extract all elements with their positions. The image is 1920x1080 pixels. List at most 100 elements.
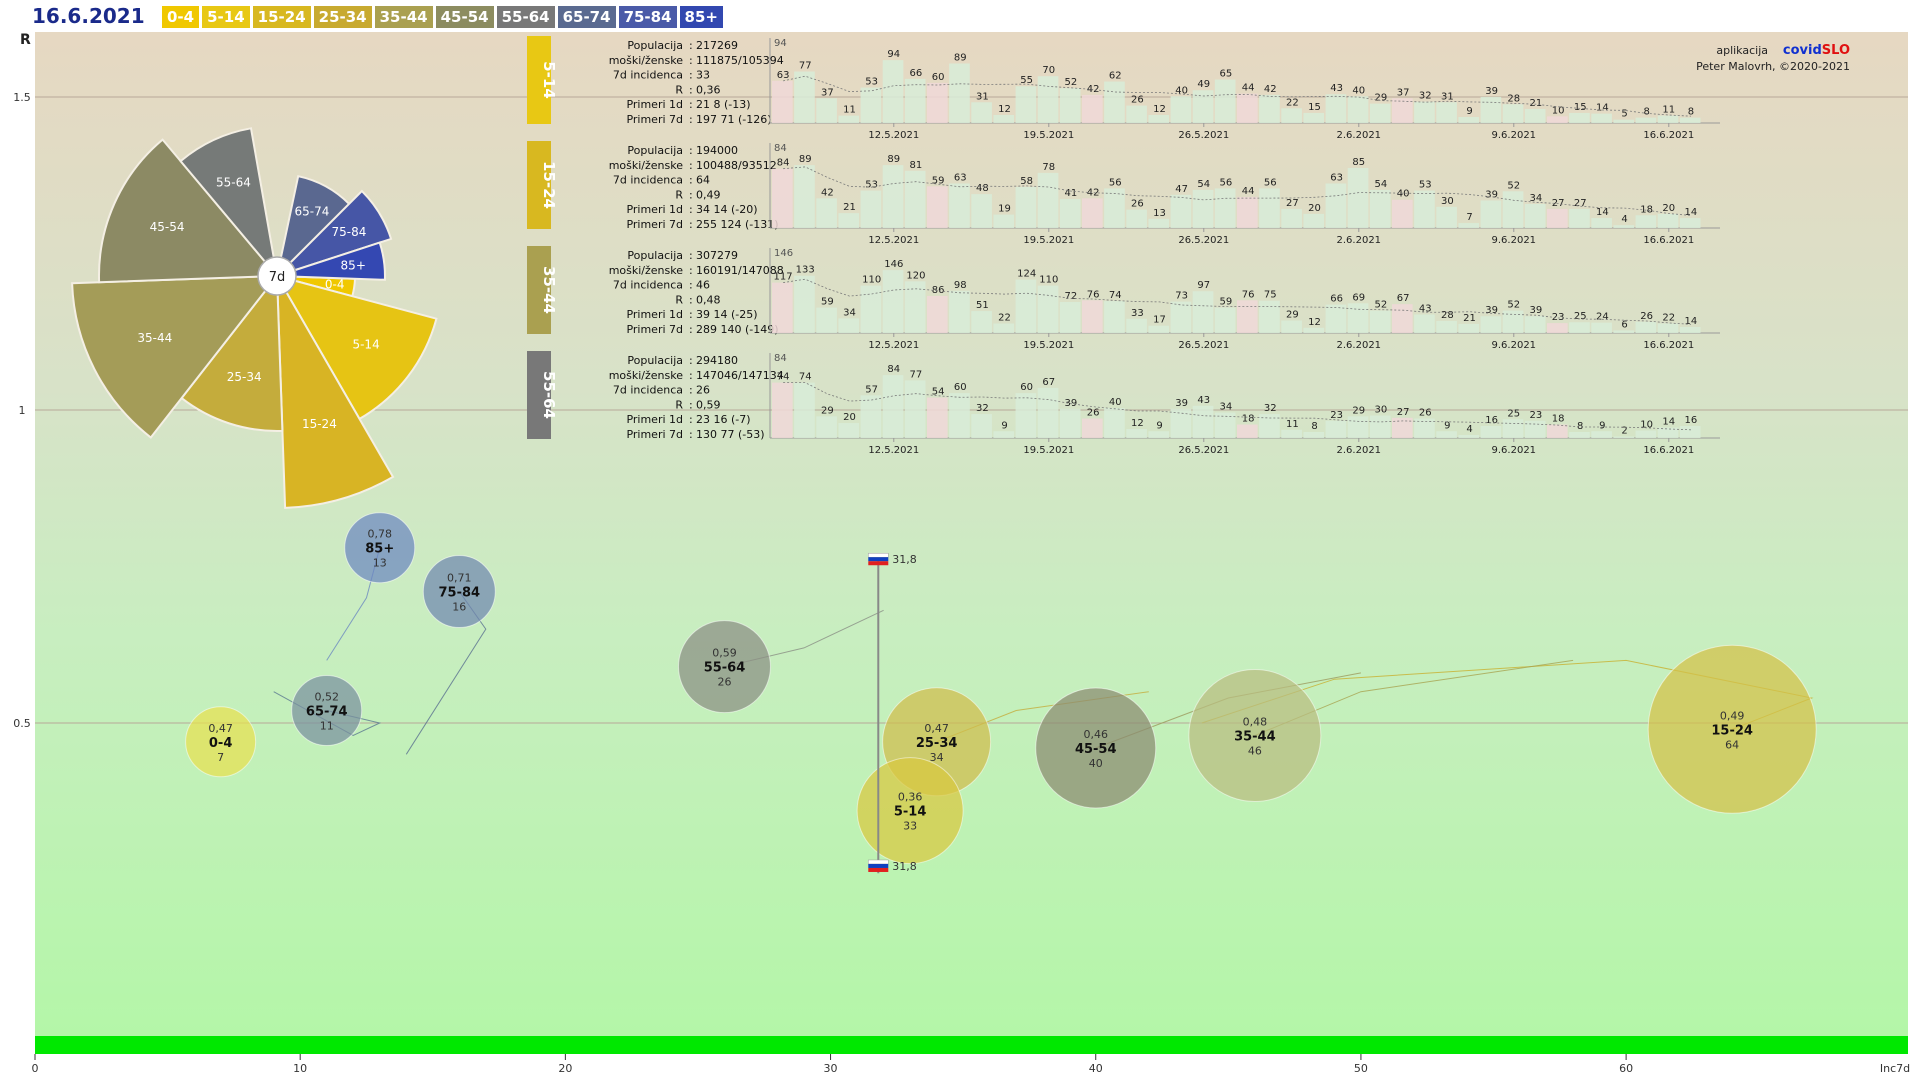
- bubble-r-value: 0,49: [1720, 709, 1745, 722]
- panel-bar: [860, 285, 882, 333]
- legend-chip-0-4[interactable]: 0-4: [162, 6, 200, 28]
- panel-stat-label: 7d incidenca: [613, 69, 683, 82]
- panel-bar: [1591, 322, 1612, 333]
- panel-bar: [1059, 302, 1081, 333]
- panel-stat-value: 21 8 (-13): [696, 98, 751, 111]
- panel-stat-label: moški/ženske: [609, 159, 684, 172]
- panel-bar-label: 59: [821, 297, 834, 308]
- legend-chip-5-14[interactable]: 5-14: [202, 6, 250, 28]
- panel-trend-line: [783, 278, 1691, 325]
- bubble-group-label: 65-74: [306, 704, 348, 719]
- flag-white: [868, 859, 889, 865]
- panel-bar-label: 124: [1017, 269, 1036, 280]
- panel-group-label: 5-14: [540, 61, 558, 99]
- panel-bar: [1524, 108, 1546, 123]
- panel-bar: [794, 275, 815, 333]
- panel-bar-label: 9: [1001, 420, 1007, 431]
- y-tick-label: 1: [19, 404, 26, 417]
- panel-bar-label: 22: [1662, 313, 1675, 324]
- panel-bar-label: 74: [777, 372, 790, 383]
- panel-bar-label: 66: [1330, 294, 1343, 305]
- panel-bar: [1458, 116, 1480, 123]
- panel-bar-label: 11: [843, 105, 856, 116]
- panel-stat-label: moški/ženske: [609, 264, 684, 277]
- panel-bar-label: 86: [932, 285, 945, 296]
- panel-bar: [816, 307, 837, 333]
- panel-date-label: 9.6.2021: [1492, 235, 1537, 246]
- panel-bar: [1170, 408, 1192, 438]
- panel-bar: [1679, 326, 1701, 333]
- panel-stat-colon: :: [689, 113, 693, 126]
- legend-chip-15-24[interactable]: 15-24: [252, 6, 311, 28]
- bubble-group-label: 55-64: [704, 661, 746, 676]
- panel-bar-label: 27: [1397, 407, 1410, 418]
- panel-bar-label: 53: [865, 180, 878, 191]
- panel-stat-value: 0,59: [696, 398, 721, 411]
- panel-bar-label: 2: [1621, 426, 1627, 437]
- panel-bar: [949, 63, 970, 123]
- legend-chip-45-54[interactable]: 45-54: [435, 6, 494, 28]
- panel-date-label: 16.6.2021: [1643, 130, 1694, 141]
- bubble-group-label: 5-14: [894, 805, 927, 820]
- flag-white: [868, 552, 889, 558]
- legend-chip-55-64[interactable]: 55-64: [496, 6, 555, 28]
- legend-chip-65-74[interactable]: 65-74: [557, 6, 616, 28]
- panel-stat-label: Primeri 7d: [626, 218, 683, 231]
- rose-petal-label: 15-24: [302, 417, 337, 431]
- bubble-0-4: 0,470-47: [185, 706, 257, 778]
- panel-stat-value: 194000: [696, 144, 738, 157]
- panel-bar: [816, 416, 837, 438]
- legend-chip-35-44[interactable]: 35-44: [374, 6, 433, 28]
- panel-bar: [1547, 323, 1568, 333]
- bubble-inc-value: 26: [717, 676, 731, 689]
- legend-chip-25-34[interactable]: 25-34: [313, 6, 372, 28]
- panel-bar: [1170, 96, 1192, 123]
- panel-bar: [1082, 198, 1103, 228]
- panel-stat-label: Populacija: [627, 354, 683, 367]
- panel-stat-value: 111875/105394: [696, 54, 784, 67]
- panel-bar: [860, 395, 882, 438]
- panel-bar: [927, 295, 948, 333]
- panel-stat-value: 160191/147088: [696, 264, 784, 277]
- panel-stat-colon: :: [689, 428, 693, 441]
- panel-bar-label: 14: [1685, 316, 1698, 327]
- panel-bar: [1591, 218, 1612, 228]
- panel-date-label: 19.5.2021: [1023, 130, 1074, 141]
- panel-bar: [1657, 115, 1679, 123]
- panel-bar-label: 11: [1286, 419, 1299, 430]
- panel-bar-label: 73: [1175, 291, 1188, 302]
- bubble-r-value: 0,71: [447, 572, 472, 585]
- panel-bar-label: 43: [1330, 83, 1343, 94]
- bubble-r-value: 0,78: [367, 528, 392, 541]
- legend-chip-85+[interactable]: 85+: [679, 6, 723, 28]
- panel-stat-value: 46: [696, 279, 710, 292]
- panel-bar-label: 52: [1507, 180, 1520, 191]
- panel-bar-label: 29: [1352, 405, 1365, 416]
- legend-chip-75-84[interactable]: 75-84: [618, 6, 677, 28]
- panel-bar-label: 43: [1197, 395, 1210, 406]
- panel-bar: [1259, 188, 1280, 228]
- panel-bar-label: 75: [1264, 290, 1277, 301]
- panel-first-label: 84: [774, 353, 787, 364]
- panel-bar-label: 57: [865, 384, 878, 395]
- rose-center-label: 7d: [269, 270, 286, 285]
- panel-bar: [1480, 316, 1502, 333]
- panel-bar: [1192, 189, 1214, 228]
- panel-bar-label: 39: [1485, 86, 1498, 97]
- panel-bar-label: 17: [1153, 315, 1166, 326]
- bubble-inc-value: 34: [930, 751, 944, 764]
- bubble-r-value: 0,48: [1243, 716, 1268, 729]
- panel-bar-label: 89: [887, 154, 900, 165]
- panel-bar: [1657, 213, 1679, 228]
- panel-bar-label: 14: [1596, 207, 1609, 218]
- panel-bar-label: 32: [976, 403, 989, 414]
- panel-bar: [904, 170, 926, 228]
- panel-bar: [1126, 429, 1147, 438]
- panel-bar: [1325, 94, 1347, 123]
- panel-bar-label: 74: [1109, 290, 1122, 301]
- panel-bar: [838, 213, 860, 228]
- panel-bar: [1281, 108, 1302, 123]
- panel-bar: [1148, 325, 1170, 333]
- panel-bar-label: 39: [1530, 305, 1543, 316]
- panel-bar: [1613, 225, 1635, 228]
